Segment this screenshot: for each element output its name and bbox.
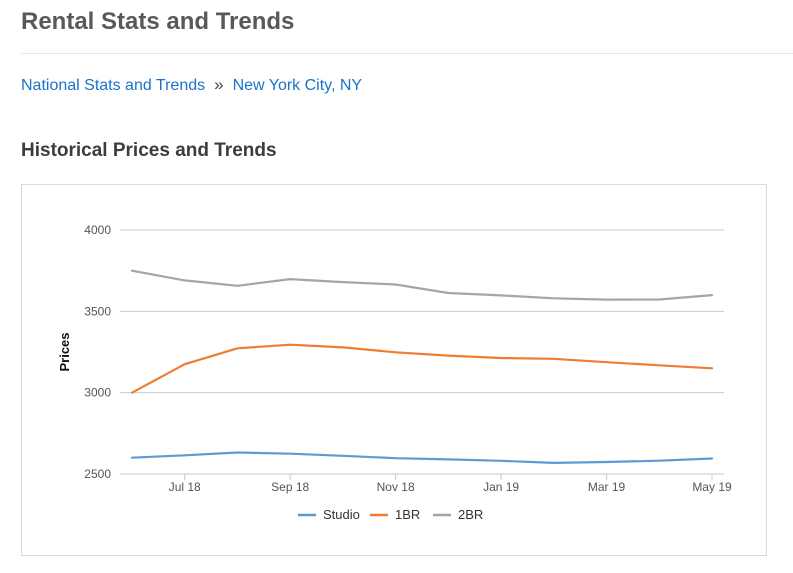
y-tick-label-3500: 3500	[84, 304, 111, 318]
breadcrumb-link-city[interactable]: New York City, NY	[232, 77, 363, 94]
x-tick-label-3: Jan 19	[483, 480, 519, 494]
x-tick-label-2: Nov 18	[377, 480, 415, 494]
y-tick-label-4000: 4000	[84, 223, 111, 237]
price-trend-chart: 2500 3000 3500 4000 Jul 18 Sep 18 Nov 18 Jan 19…	[57, 223, 732, 522]
section-title: Historical Prices and Trends	[21, 140, 277, 161]
x-tick-label-0: Jul 18	[169, 480, 201, 494]
breadcrumb-separator: »	[214, 75, 224, 94]
title-divider	[21, 53, 793, 54]
page-title: Rental Stats and Trends	[21, 8, 295, 35]
series-line-studio	[130, 451, 714, 464]
y-tick-label-2500: 2500	[84, 467, 111, 481]
legend-label-studio: Studio	[323, 507, 360, 522]
x-tick-label-4: Mar 19	[588, 480, 626, 494]
y-tick-label-3000: 3000	[84, 386, 111, 400]
x-tick-label-5: May 19	[692, 480, 732, 494]
series-line-2br	[130, 269, 714, 301]
series-line-1br	[130, 343, 714, 394]
legend-label-1br: 1BR	[395, 507, 420, 522]
legend-label-2br: 2BR	[458, 507, 483, 522]
y-axis-label: Prices	[57, 332, 72, 371]
x-tick-label-1: Sep 18	[271, 480, 309, 494]
breadcrumb: National Stats and Trends » New York City,…	[21, 75, 362, 95]
breadcrumb-link-national[interactable]: National Stats and Trends	[21, 77, 206, 94]
chart-container: 2500 3000 3500 4000 Jul 18 Sep 18 Nov 18 Jan 19…	[21, 184, 767, 556]
